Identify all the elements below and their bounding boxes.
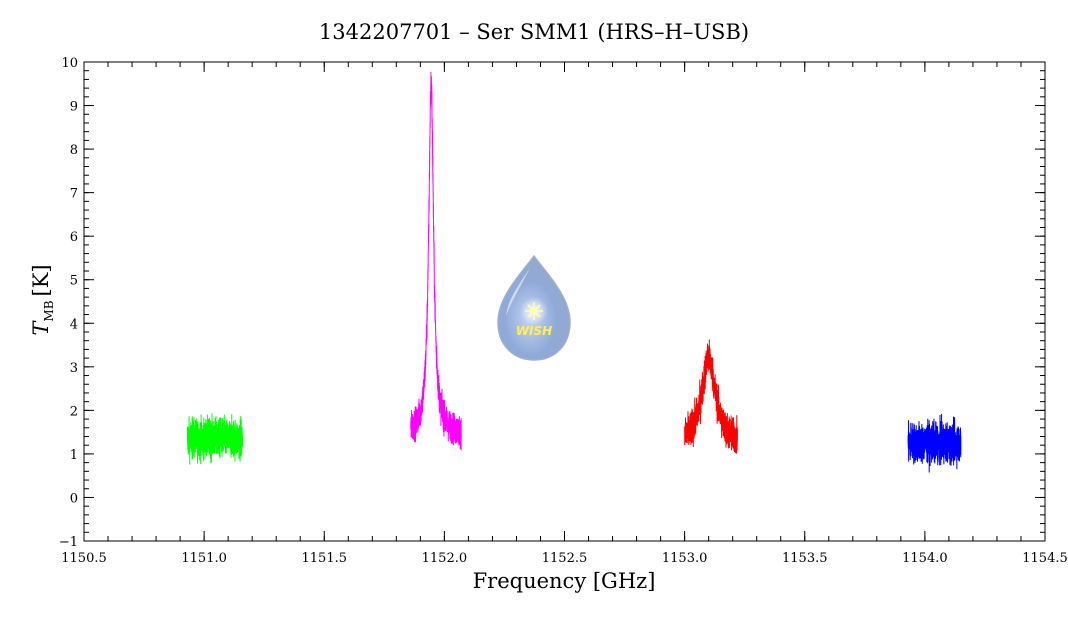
y-tick-label: 5 [70,274,78,289]
svg-text:TMB[K]: TMB [K] [29,264,56,335]
y-tick-label: 7 [70,187,78,202]
y-tick-label: 1 [70,448,78,463]
y-tick-label: 0 [70,491,78,506]
y-tick-label: 10 [61,56,78,71]
y-tick-label: 6 [70,230,78,245]
y-tick-label: 8 [70,143,78,158]
spectrum-series-3 [684,339,738,454]
x-axis-label: Frequency [GHz] [473,569,656,593]
y-tick-label: 9 [70,100,78,115]
x-tick-label: 1152.5 [542,551,588,566]
spectrum-series-4 [907,413,962,473]
chart-title: 1342207701 – Ser SMM1 (HRS–H–USB) [319,20,749,44]
logo-text: WISH [516,324,552,338]
y-axis-label-unit: [K] [29,264,53,296]
wish-logo: WISH [497,254,571,361]
spectrum-series-1 [186,413,244,465]
y-tick-label: −1 [59,535,78,550]
spectrum-series-2 [410,71,462,450]
star-icon [525,302,543,320]
series-layer [186,71,962,473]
x-tick-label: 1152.0 [422,551,468,566]
x-tick-label: 1150.5 [61,551,107,566]
y-tick-label: 4 [70,317,78,332]
x-tick-label: 1153.5 [782,551,828,566]
ticks-layer: 1150.5 1151.0 1151.5 1152.0 1152.5 1153.0 1153… [59,56,1068,566]
x-tick-label: 1153.0 [662,551,708,566]
x-tick-label: 1151.0 [181,551,227,566]
x-tick-label: 1154.0 [902,551,948,566]
y-axis-label-symbol: T [29,320,53,336]
x-tick-label: 1154.5 [1022,551,1068,566]
y-tick-label: 2 [70,404,78,419]
y-axis-label: TMB [K] [29,264,56,335]
x-tick-label: 1151.5 [302,551,348,566]
y-axis-label-subscript: MB [42,300,56,321]
y-tick-label: 3 [70,361,78,376]
